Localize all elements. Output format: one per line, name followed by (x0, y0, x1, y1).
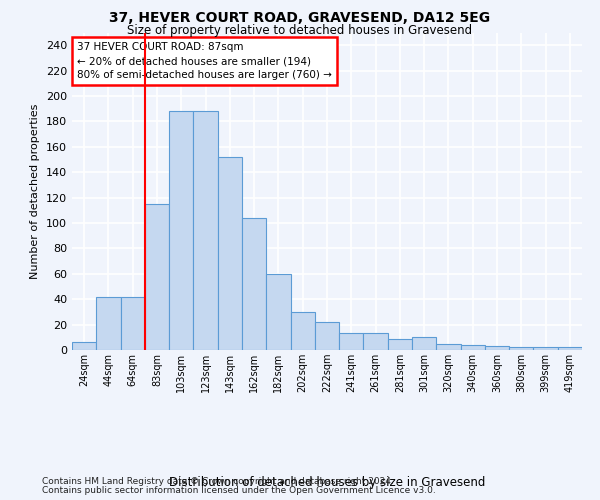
Text: 37 HEVER COURT ROAD: 87sqm
← 20% of detached houses are smaller (194)
80% of sem: 37 HEVER COURT ROAD: 87sqm ← 20% of deta… (77, 42, 332, 80)
Bar (145, 204, 169, 350)
Bar (96, 296, 121, 350)
Bar (533, 348, 558, 350)
Bar (509, 348, 533, 350)
Bar (436, 344, 461, 350)
X-axis label: Distribution of detached houses by size in Gravesend: Distribution of detached houses by size … (169, 476, 485, 488)
Bar (121, 296, 145, 350)
Bar (193, 111, 218, 350)
Bar (218, 157, 242, 350)
Text: 37, HEVER COURT ROAD, GRAVESEND, DA12 5EG: 37, HEVER COURT ROAD, GRAVESEND, DA12 5E… (109, 12, 491, 26)
Bar (461, 345, 485, 350)
Text: Contains HM Land Registry data © Crown copyright and database right 2024.: Contains HM Land Registry data © Crown c… (42, 477, 394, 486)
Bar (364, 334, 388, 350)
Bar (315, 322, 339, 350)
Bar (72, 342, 96, 350)
Bar (412, 338, 436, 350)
Bar (242, 218, 266, 350)
Y-axis label: Number of detached properties: Number of detached properties (31, 104, 40, 279)
Bar (485, 346, 509, 350)
Text: Contains public sector information licensed under the Open Government Licence v3: Contains public sector information licen… (42, 486, 436, 495)
Bar (339, 334, 364, 350)
Bar (169, 111, 193, 350)
Bar (388, 338, 412, 350)
Text: Size of property relative to detached houses in Gravesend: Size of property relative to detached ho… (127, 24, 473, 37)
Bar (558, 348, 582, 350)
Bar (290, 312, 315, 350)
Bar (266, 274, 290, 350)
